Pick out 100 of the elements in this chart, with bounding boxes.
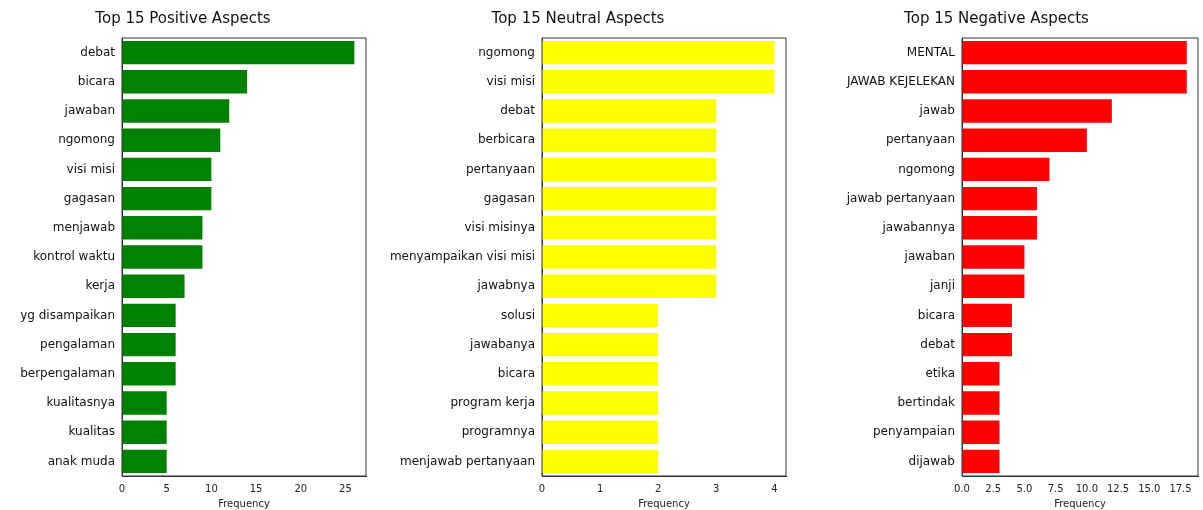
y-tick-label: pertanyaan (465, 161, 535, 176)
bar (962, 245, 1025, 269)
y-tick-label: anak muda (47, 453, 115, 468)
x-tick-label: 20 (294, 482, 308, 494)
x-tick-label: 0 (118, 482, 126, 494)
y-tick-label: jawaban (903, 249, 955, 264)
bar (962, 216, 1037, 240)
bar (962, 157, 1050, 182)
bar (122, 332, 176, 357)
x-tick-label: 0.0 (954, 482, 970, 494)
bar (122, 128, 221, 152)
y-tick-label: berpengalaman (20, 365, 115, 380)
y-tick-label: visi misinya (464, 219, 535, 234)
y-tick-label: gagasan (483, 190, 535, 205)
y-tick-label: menjawab (52, 219, 115, 234)
x-tick-label: 5.0 (1016, 482, 1033, 494)
bar (122, 70, 248, 94)
y-tick-label: menjawab pertanyaan (400, 453, 535, 468)
bar (542, 186, 717, 211)
bar (962, 186, 1037, 211)
y-tick-label: menyampaikan visi misi (389, 249, 535, 264)
bar (542, 362, 659, 386)
bar (962, 449, 1000, 474)
bar (542, 157, 717, 182)
y-tick-label: kualitas (68, 424, 115, 439)
x-tick-label: 5 (163, 482, 170, 494)
y-tick-label: ngomong (898, 161, 955, 176)
bar (542, 420, 659, 444)
bar (542, 216, 717, 240)
bar (962, 99, 1112, 123)
x-axis-title: Frequency (638, 497, 690, 509)
x-tick-label: 10 (205, 482, 218, 494)
bar (542, 303, 659, 328)
y-tick-label: debat (920, 336, 956, 351)
bar (962, 391, 1000, 415)
y-tick-label: bicara (917, 307, 955, 322)
bar (122, 186, 212, 211)
x-tick-label: 2.5 (985, 482, 1002, 494)
bar (962, 303, 1012, 328)
bar (962, 274, 1025, 298)
bar (542, 332, 659, 357)
bar (962, 40, 1187, 65)
bar (542, 449, 659, 474)
y-tick-label: dijawab (908, 453, 955, 468)
x-axis-title: Frequency (218, 497, 270, 509)
bar (542, 274, 717, 298)
y-tick-label: janji (929, 278, 955, 293)
bar (122, 216, 203, 240)
y-tick-label: solusi (500, 307, 535, 322)
y-tick-label: pengalaman (40, 336, 115, 351)
bar (542, 70, 775, 94)
y-tick-label: debat (80, 44, 116, 59)
x-tick-label: 7.5 (1047, 482, 1064, 494)
bar (122, 40, 355, 65)
chart-title: Top 15 Neutral Aspects (490, 8, 665, 27)
y-tick-label: etika (925, 365, 955, 380)
chart-title: Top 15 Positive Aspects (94, 8, 271, 27)
y-tick-label: bertindak (897, 395, 956, 410)
x-tick-label: 15 (249, 482, 263, 494)
y-tick-label: bicara (497, 365, 535, 380)
bar (962, 128, 1087, 152)
y-tick-label: debat (500, 103, 536, 118)
y-tick-label: gagasan (63, 190, 115, 205)
bar (542, 128, 717, 152)
y-tick-label: jawabanya (469, 336, 535, 351)
bar (962, 420, 1000, 444)
bar (962, 362, 1000, 386)
bar (122, 391, 167, 415)
bar (542, 99, 717, 123)
x-tick-label: 17.5 (1169, 482, 1192, 494)
y-tick-label: ngomong (58, 132, 115, 147)
y-tick-label: jawabnya (476, 278, 535, 293)
y-tick-label: ngomong (478, 44, 535, 59)
y-tick-label: jawaban (63, 103, 115, 118)
bar (542, 245, 717, 269)
bar (122, 245, 203, 269)
bar (122, 303, 176, 328)
y-tick-label: programnya (461, 424, 535, 439)
y-tick-label: pertanyaan (885, 132, 955, 147)
y-tick-label: berbicara (477, 132, 535, 147)
bar (122, 362, 176, 386)
y-tick-label: visi misi (66, 161, 115, 176)
bar (122, 99, 230, 123)
bar (962, 332, 1012, 357)
y-tick-label: kualitasnya (46, 395, 115, 410)
x-tick-label: 3 (713, 482, 720, 494)
x-tick-label: 2 (655, 482, 662, 494)
x-tick-label: 4 (771, 482, 778, 494)
y-tick-label: JAWAB KEJELEKAN (845, 73, 955, 88)
x-tick-label: 15.0 (1138, 482, 1161, 494)
x-tick-label: 25 (339, 482, 352, 494)
bar (122, 274, 185, 298)
y-tick-label: jawab pertanyaan (845, 190, 955, 205)
x-tick-label: 0 (538, 482, 546, 494)
bar (122, 449, 167, 474)
x-tick-label: 10.0 (1075, 482, 1098, 494)
x-tick-label: 12.5 (1106, 482, 1130, 494)
bar (542, 391, 659, 415)
y-tick-label: MENTAL (906, 44, 956, 59)
y-tick-label: penyampaian (872, 424, 955, 439)
